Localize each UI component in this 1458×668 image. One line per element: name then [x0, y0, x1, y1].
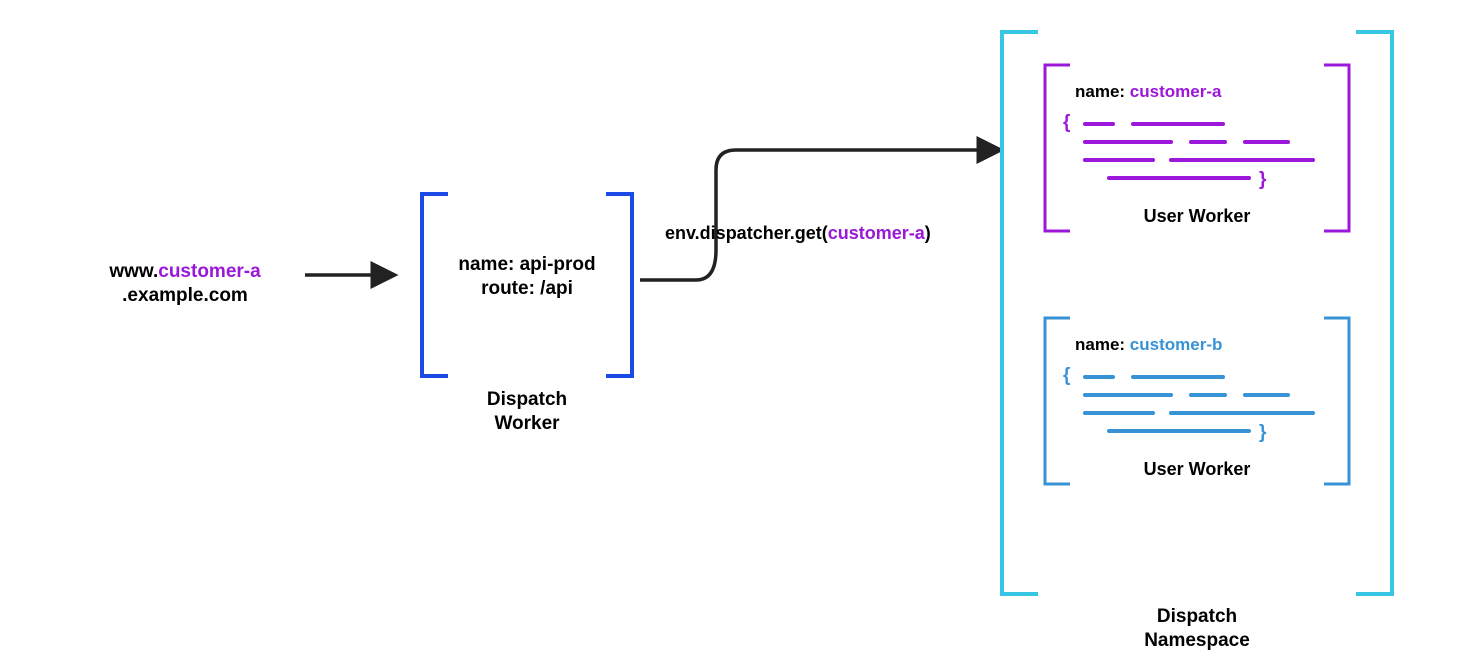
dispatcher-call-label: env.dispatcher.get(customer-a): [665, 223, 931, 244]
request-url-label: www.customer-a .example.com: [75, 260, 295, 308]
svg-text:}: }: [1259, 422, 1267, 443]
dispatch-worker-route: route: /api: [418, 277, 636, 301]
svg-text:{: {: [1063, 365, 1070, 386]
dispatch-worker-name: name: api-prod: [418, 253, 636, 277]
worker-a-name-value: customer-a: [1130, 82, 1222, 101]
url-prefix: www.: [109, 261, 158, 282]
worker-b-name-label: name:: [1075, 335, 1130, 354]
svg-text:}: }: [1259, 169, 1267, 190]
dispatch-worker-label: Dispatch Worker: [418, 388, 636, 436]
worker-a-code-icon: { }: [1063, 110, 1331, 195]
svg-text:{: {: [1063, 112, 1070, 133]
arrow-dispatch-to-worker-a: [636, 130, 1016, 300]
arrow-request-to-dispatch: [300, 260, 410, 290]
dispatcher-call-prefix: env.dispatcher.get(: [665, 223, 828, 243]
user-worker-a-name-line: name: customer-a: [1075, 82, 1221, 102]
user-worker-b-name-line: name: customer-b: [1075, 335, 1222, 355]
dispatch-namespace-label: Dispatch Namespace: [998, 605, 1396, 653]
dispatch-worker-content: name: api-prod route: /api: [418, 253, 636, 301]
dispatcher-call-arg: customer-a: [828, 223, 925, 243]
worker-b-name-value: customer-b: [1130, 335, 1223, 354]
dispatcher-call-suffix: ): [925, 223, 931, 243]
worker-a-name-label: name:: [1075, 82, 1130, 101]
url-line2: .example.com: [75, 284, 295, 308]
user-worker-b-caption: User Worker: [1042, 458, 1352, 481]
worker-b-code-icon: { }: [1063, 363, 1331, 448]
url-highlight: customer-a: [158, 261, 260, 282]
user-worker-a-caption: User Worker: [1042, 205, 1352, 228]
